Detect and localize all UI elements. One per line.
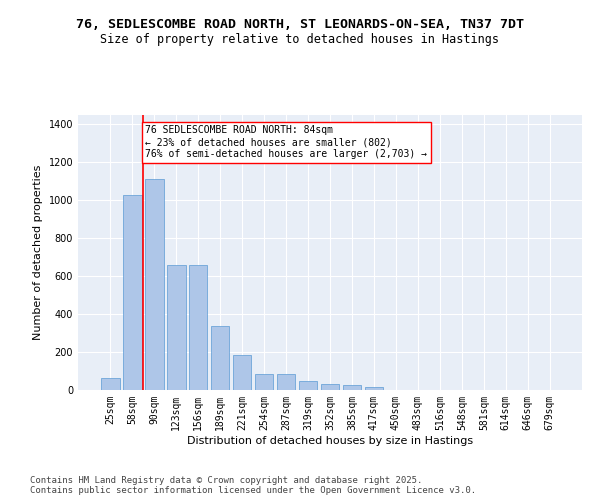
Bar xyxy=(167,265,185,390)
Text: 76 SEDLESCOMBE ROAD NORTH: 84sqm
← 23% of detached houses are smaller (802)
76% : 76 SEDLESCOMBE ROAD NORTH: 84sqm ← 23% o… xyxy=(145,126,427,158)
Bar xyxy=(233,355,251,390)
Bar xyxy=(343,386,361,390)
Y-axis label: Number of detached properties: Number of detached properties xyxy=(33,165,43,340)
Bar xyxy=(365,387,383,390)
Bar xyxy=(299,382,317,390)
Bar xyxy=(320,384,340,390)
X-axis label: Distribution of detached houses by size in Hastings: Distribution of detached houses by size … xyxy=(187,436,473,446)
Bar xyxy=(101,378,119,390)
Bar xyxy=(255,374,274,390)
Bar xyxy=(189,265,208,390)
Text: Size of property relative to detached houses in Hastings: Size of property relative to detached ho… xyxy=(101,32,499,46)
Text: 76, SEDLESCOMBE ROAD NORTH, ST LEONARDS-ON-SEA, TN37 7DT: 76, SEDLESCOMBE ROAD NORTH, ST LEONARDS-… xyxy=(76,18,524,30)
Bar xyxy=(211,326,229,390)
Bar xyxy=(145,179,164,390)
Bar xyxy=(123,195,142,390)
Bar xyxy=(277,374,295,390)
Text: Contains HM Land Registry data © Crown copyright and database right 2025.
Contai: Contains HM Land Registry data © Crown c… xyxy=(30,476,476,495)
